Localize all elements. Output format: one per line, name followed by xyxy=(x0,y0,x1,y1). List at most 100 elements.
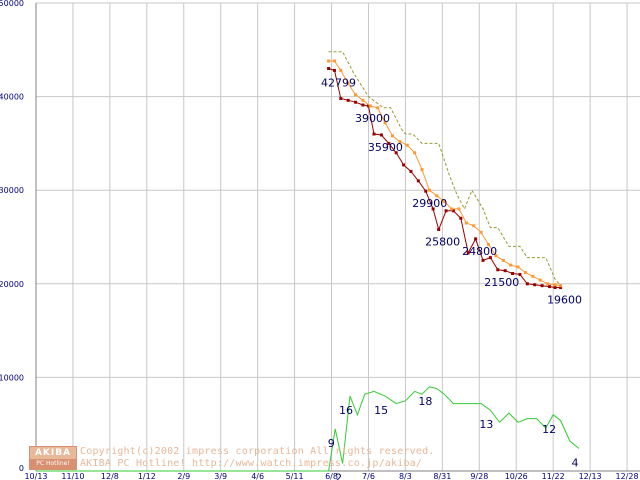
x-tick-label: 4/6 xyxy=(251,472,264,480)
series-point-2 xyxy=(413,151,417,155)
series-line-2 xyxy=(328,60,561,287)
series-point-1 xyxy=(466,251,470,255)
series-point-1 xyxy=(444,209,448,213)
series-point-2 xyxy=(516,265,520,269)
series-point-2 xyxy=(435,194,439,198)
logo-title: AKIBA xyxy=(34,448,72,458)
y-tick-labels: 0 10000 20000 30000 40000 50000 xyxy=(0,0,24,473)
price-data-label: 42799 xyxy=(321,76,356,89)
price-data-label: 35900 xyxy=(368,141,403,154)
series-point-1 xyxy=(437,228,441,232)
y-tick-label: 0 xyxy=(19,464,24,473)
x-tick-label: 12/8 xyxy=(101,472,119,480)
series-point-2 xyxy=(339,68,343,72)
series-point-2 xyxy=(398,140,402,144)
series-point-1 xyxy=(559,286,563,290)
count-data-label: 2 xyxy=(335,472,342,480)
series-point-1 xyxy=(372,132,376,136)
series-point-2 xyxy=(383,121,387,125)
series-point-1 xyxy=(547,285,551,289)
series-point-2 xyxy=(553,283,557,287)
price-data-label: 19600 xyxy=(547,294,582,307)
series-point-1 xyxy=(459,216,463,220)
series-point-1 xyxy=(366,104,370,108)
count-data-label: 12 xyxy=(542,423,556,436)
count-data-label: 16 xyxy=(339,404,353,417)
price-data-label: 25800 xyxy=(425,236,460,249)
series-point-2 xyxy=(450,207,454,211)
series-point-1 xyxy=(409,169,413,173)
x-tick-label: 1/12 xyxy=(138,472,156,480)
series-point-1 xyxy=(424,189,428,193)
series-point-2 xyxy=(346,81,350,85)
series-point-1 xyxy=(496,268,500,272)
series-lines xyxy=(36,51,580,472)
series-point-2 xyxy=(420,168,424,172)
price-data-label: 29900 xyxy=(412,197,447,210)
series-point-2 xyxy=(464,221,468,225)
y-tick-label: 50000 xyxy=(0,0,24,8)
x-tick-label: 6/8 xyxy=(325,472,338,480)
series-point-1 xyxy=(518,272,522,276)
series-point-1 xyxy=(379,133,383,137)
x-tick-label: 2/9 xyxy=(177,472,190,480)
x-tick-label: 12/13 xyxy=(579,472,602,480)
series-line-1 xyxy=(328,68,561,288)
series-point-1 xyxy=(511,272,515,276)
series-point-2 xyxy=(332,59,336,63)
series-point-1 xyxy=(553,286,557,290)
x-tick-label: 5/11 xyxy=(286,472,304,480)
x-tick-label: 10/26 xyxy=(505,472,528,480)
series-point-2 xyxy=(509,263,513,267)
x-tick-label: 10/13 xyxy=(24,472,47,480)
price-data-label: 24800 xyxy=(462,245,497,258)
series-point-2 xyxy=(390,134,394,138)
series-point-1 xyxy=(354,100,358,104)
logo-subtitle: PC Hotline! xyxy=(30,459,76,469)
series-point-1 xyxy=(481,258,485,262)
series-point-1 xyxy=(394,151,398,155)
x-tick-label: 8/31 xyxy=(433,472,451,480)
axes xyxy=(35,3,640,472)
series-point-1 xyxy=(488,256,492,260)
series-point-1 xyxy=(339,96,343,100)
series-point-1 xyxy=(402,163,406,167)
count-data-label: 15 xyxy=(374,404,388,417)
series-point-2 xyxy=(361,98,365,102)
series-point-2 xyxy=(531,274,535,278)
series-point-1 xyxy=(474,237,478,241)
series-point-1 xyxy=(525,282,529,286)
x-tick-label: 7/6 xyxy=(362,472,375,480)
series-point-1 xyxy=(346,98,350,102)
count-data-label: 4 xyxy=(572,457,579,470)
series-line-3 xyxy=(328,51,561,287)
series-point-2 xyxy=(479,230,483,234)
price-data-label: 21500 xyxy=(484,276,519,289)
series-point-2 xyxy=(376,106,380,110)
count-data-label: 13 xyxy=(479,418,493,431)
series-point-1 xyxy=(503,269,507,273)
series-point-1 xyxy=(431,207,435,211)
x-tick-label: 12/28 xyxy=(616,472,639,480)
count-data-label: 18 xyxy=(418,395,432,408)
series-point-2 xyxy=(457,207,461,211)
series-point-1 xyxy=(327,67,331,71)
y-tick-label: 30000 xyxy=(0,186,24,195)
x-tick-label: 9/28 xyxy=(470,472,488,480)
series-point-1 xyxy=(361,103,365,107)
x-tick-label: 11/10 xyxy=(61,472,84,480)
series-point-2 xyxy=(368,104,372,108)
x-tick-label: 3/9 xyxy=(214,472,227,480)
series-point-2 xyxy=(501,258,505,262)
series-point-1 xyxy=(387,141,391,145)
series-point-2 xyxy=(494,254,498,258)
count-data-label: 9 xyxy=(328,437,335,450)
series-point-1 xyxy=(540,284,544,288)
series-point-2 xyxy=(442,199,446,203)
series-point-2 xyxy=(538,278,542,282)
copyright-watermark: Copyright(c)2002 impress corporation All… xyxy=(80,446,435,457)
series-point-2 xyxy=(487,242,491,246)
series-point-2 xyxy=(523,271,527,275)
series-point-2 xyxy=(427,188,431,192)
